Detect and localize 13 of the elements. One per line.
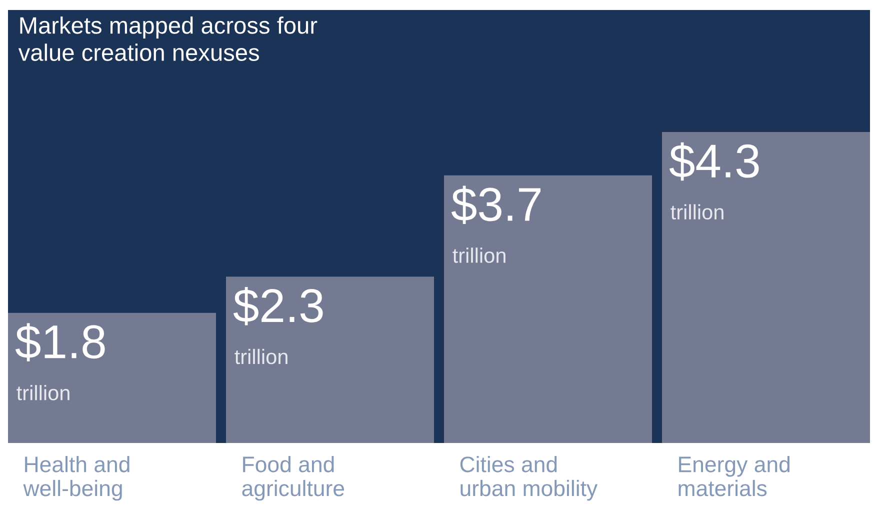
data-label: $4.3 trillion xyxy=(669,142,759,220)
bar xyxy=(8,312,216,443)
data-label: $1.8 trillion xyxy=(15,323,105,400)
data-label: $2.3 trillion xyxy=(233,287,323,364)
chart-title: Markets mapped across four value creation nexuses xyxy=(18,16,318,61)
bar xyxy=(226,276,434,443)
x-tick-label: Health and well-being xyxy=(23,456,130,501)
x-tick-label: Food and agriculture xyxy=(242,456,344,501)
x-tick-label: Energy and materials xyxy=(678,456,790,496)
bar xyxy=(662,132,870,443)
x-tick-label: Cities and urban mobility xyxy=(460,456,598,501)
bar xyxy=(444,175,652,443)
data-label: $3.7 trillion xyxy=(451,186,540,263)
